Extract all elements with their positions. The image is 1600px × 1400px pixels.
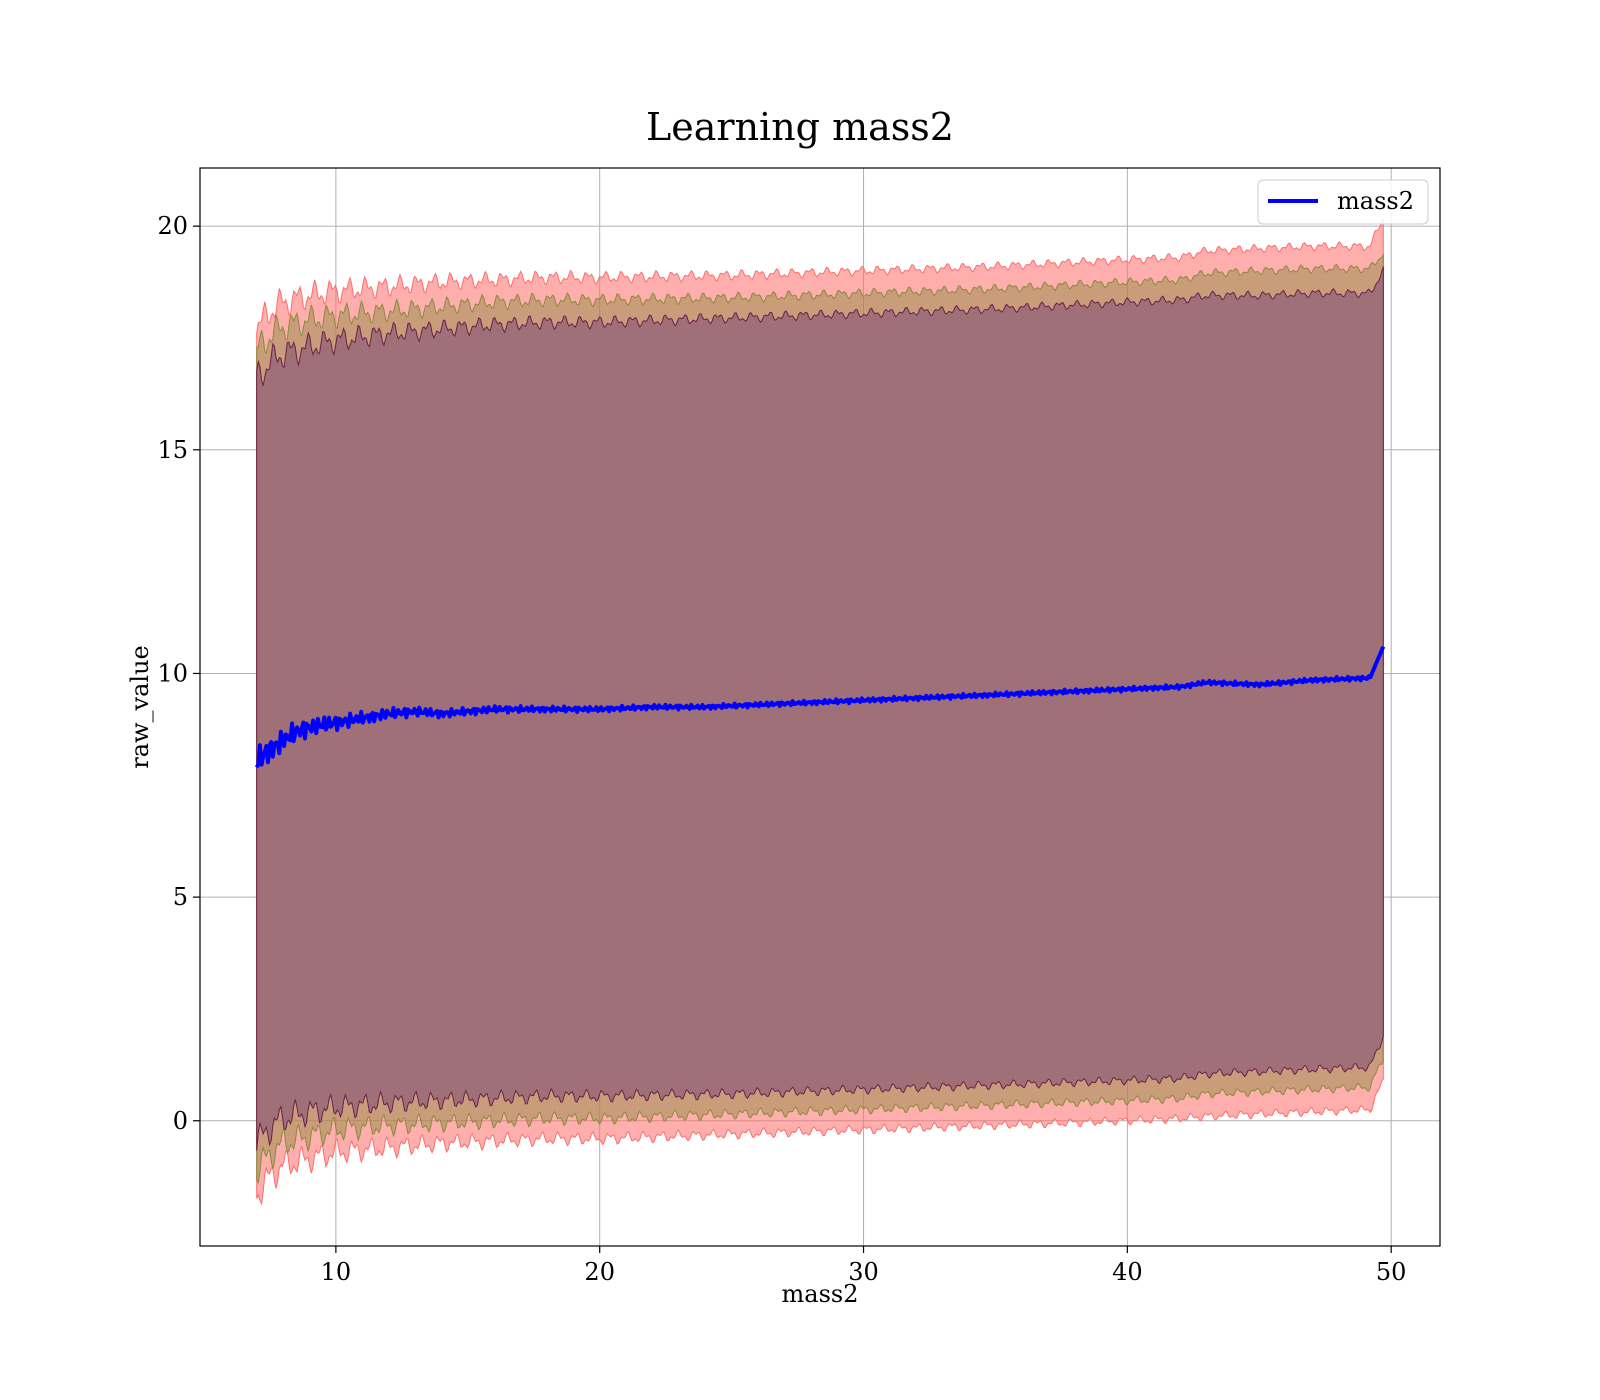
y-tick-label: 0 [173, 1107, 188, 1135]
ticks: 10 20 30 40 50 0 5 10 15 20 [157, 212, 1406, 1286]
plot-frame [199, 167, 1441, 1247]
series-line-mass2 [254, 645, 1386, 769]
chart-title: Learning mass2 [646, 105, 954, 149]
y-tick-label: 20 [157, 212, 188, 240]
x-tick-label: 10 [321, 1258, 352, 1286]
x-tick-label: 30 [848, 1258, 879, 1286]
x-axis-label: mass2 [782, 1280, 859, 1308]
bands [256, 217, 1384, 1206]
y-tick-label: 15 [157, 436, 188, 464]
lines [254, 645, 1386, 769]
y-tick-label: 5 [173, 883, 188, 911]
x-tick-label: 40 [1112, 1258, 1143, 1286]
legend-box [1257, 179, 1429, 225]
y-tick-label: 10 [157, 659, 188, 687]
x-tick-label: 20 [584, 1258, 615, 1286]
legend: mass2 [1257, 179, 1429, 225]
band-inner [256, 266, 1384, 1151]
x-tick-label: 50 [1376, 1258, 1407, 1286]
legend-label-mass2: mass2 [1337, 187, 1414, 215]
y-axis-label: raw_value [126, 645, 154, 769]
